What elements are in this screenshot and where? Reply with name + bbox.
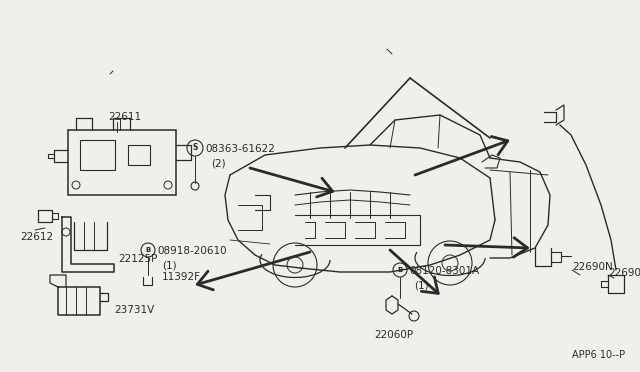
Text: 22690: 22690 (608, 268, 640, 278)
Text: B: B (145, 247, 150, 253)
Bar (68, 130, 176, 195)
Text: 22612: 22612 (20, 232, 53, 242)
Text: 23731V: 23731V (114, 305, 154, 315)
Text: (2): (2) (211, 158, 226, 168)
Text: B: B (397, 267, 403, 273)
Text: 08120-8301A: 08120-8301A (409, 266, 479, 276)
Text: 22611: 22611 (108, 112, 141, 122)
Text: 08918-20610: 08918-20610 (157, 246, 227, 256)
Text: (1): (1) (414, 280, 429, 290)
Text: S: S (192, 144, 198, 153)
Text: 22060P: 22060P (374, 330, 413, 340)
Text: APP6 10--P: APP6 10--P (572, 350, 625, 360)
Text: 08363-61622: 08363-61622 (205, 144, 275, 154)
Text: 22690N: 22690N (572, 262, 612, 272)
Bar (80, 140, 115, 170)
Text: 11392F: 11392F (162, 272, 201, 282)
Text: 22125P: 22125P (118, 254, 157, 264)
Text: (1): (1) (162, 260, 177, 270)
Bar (128, 145, 150, 165)
